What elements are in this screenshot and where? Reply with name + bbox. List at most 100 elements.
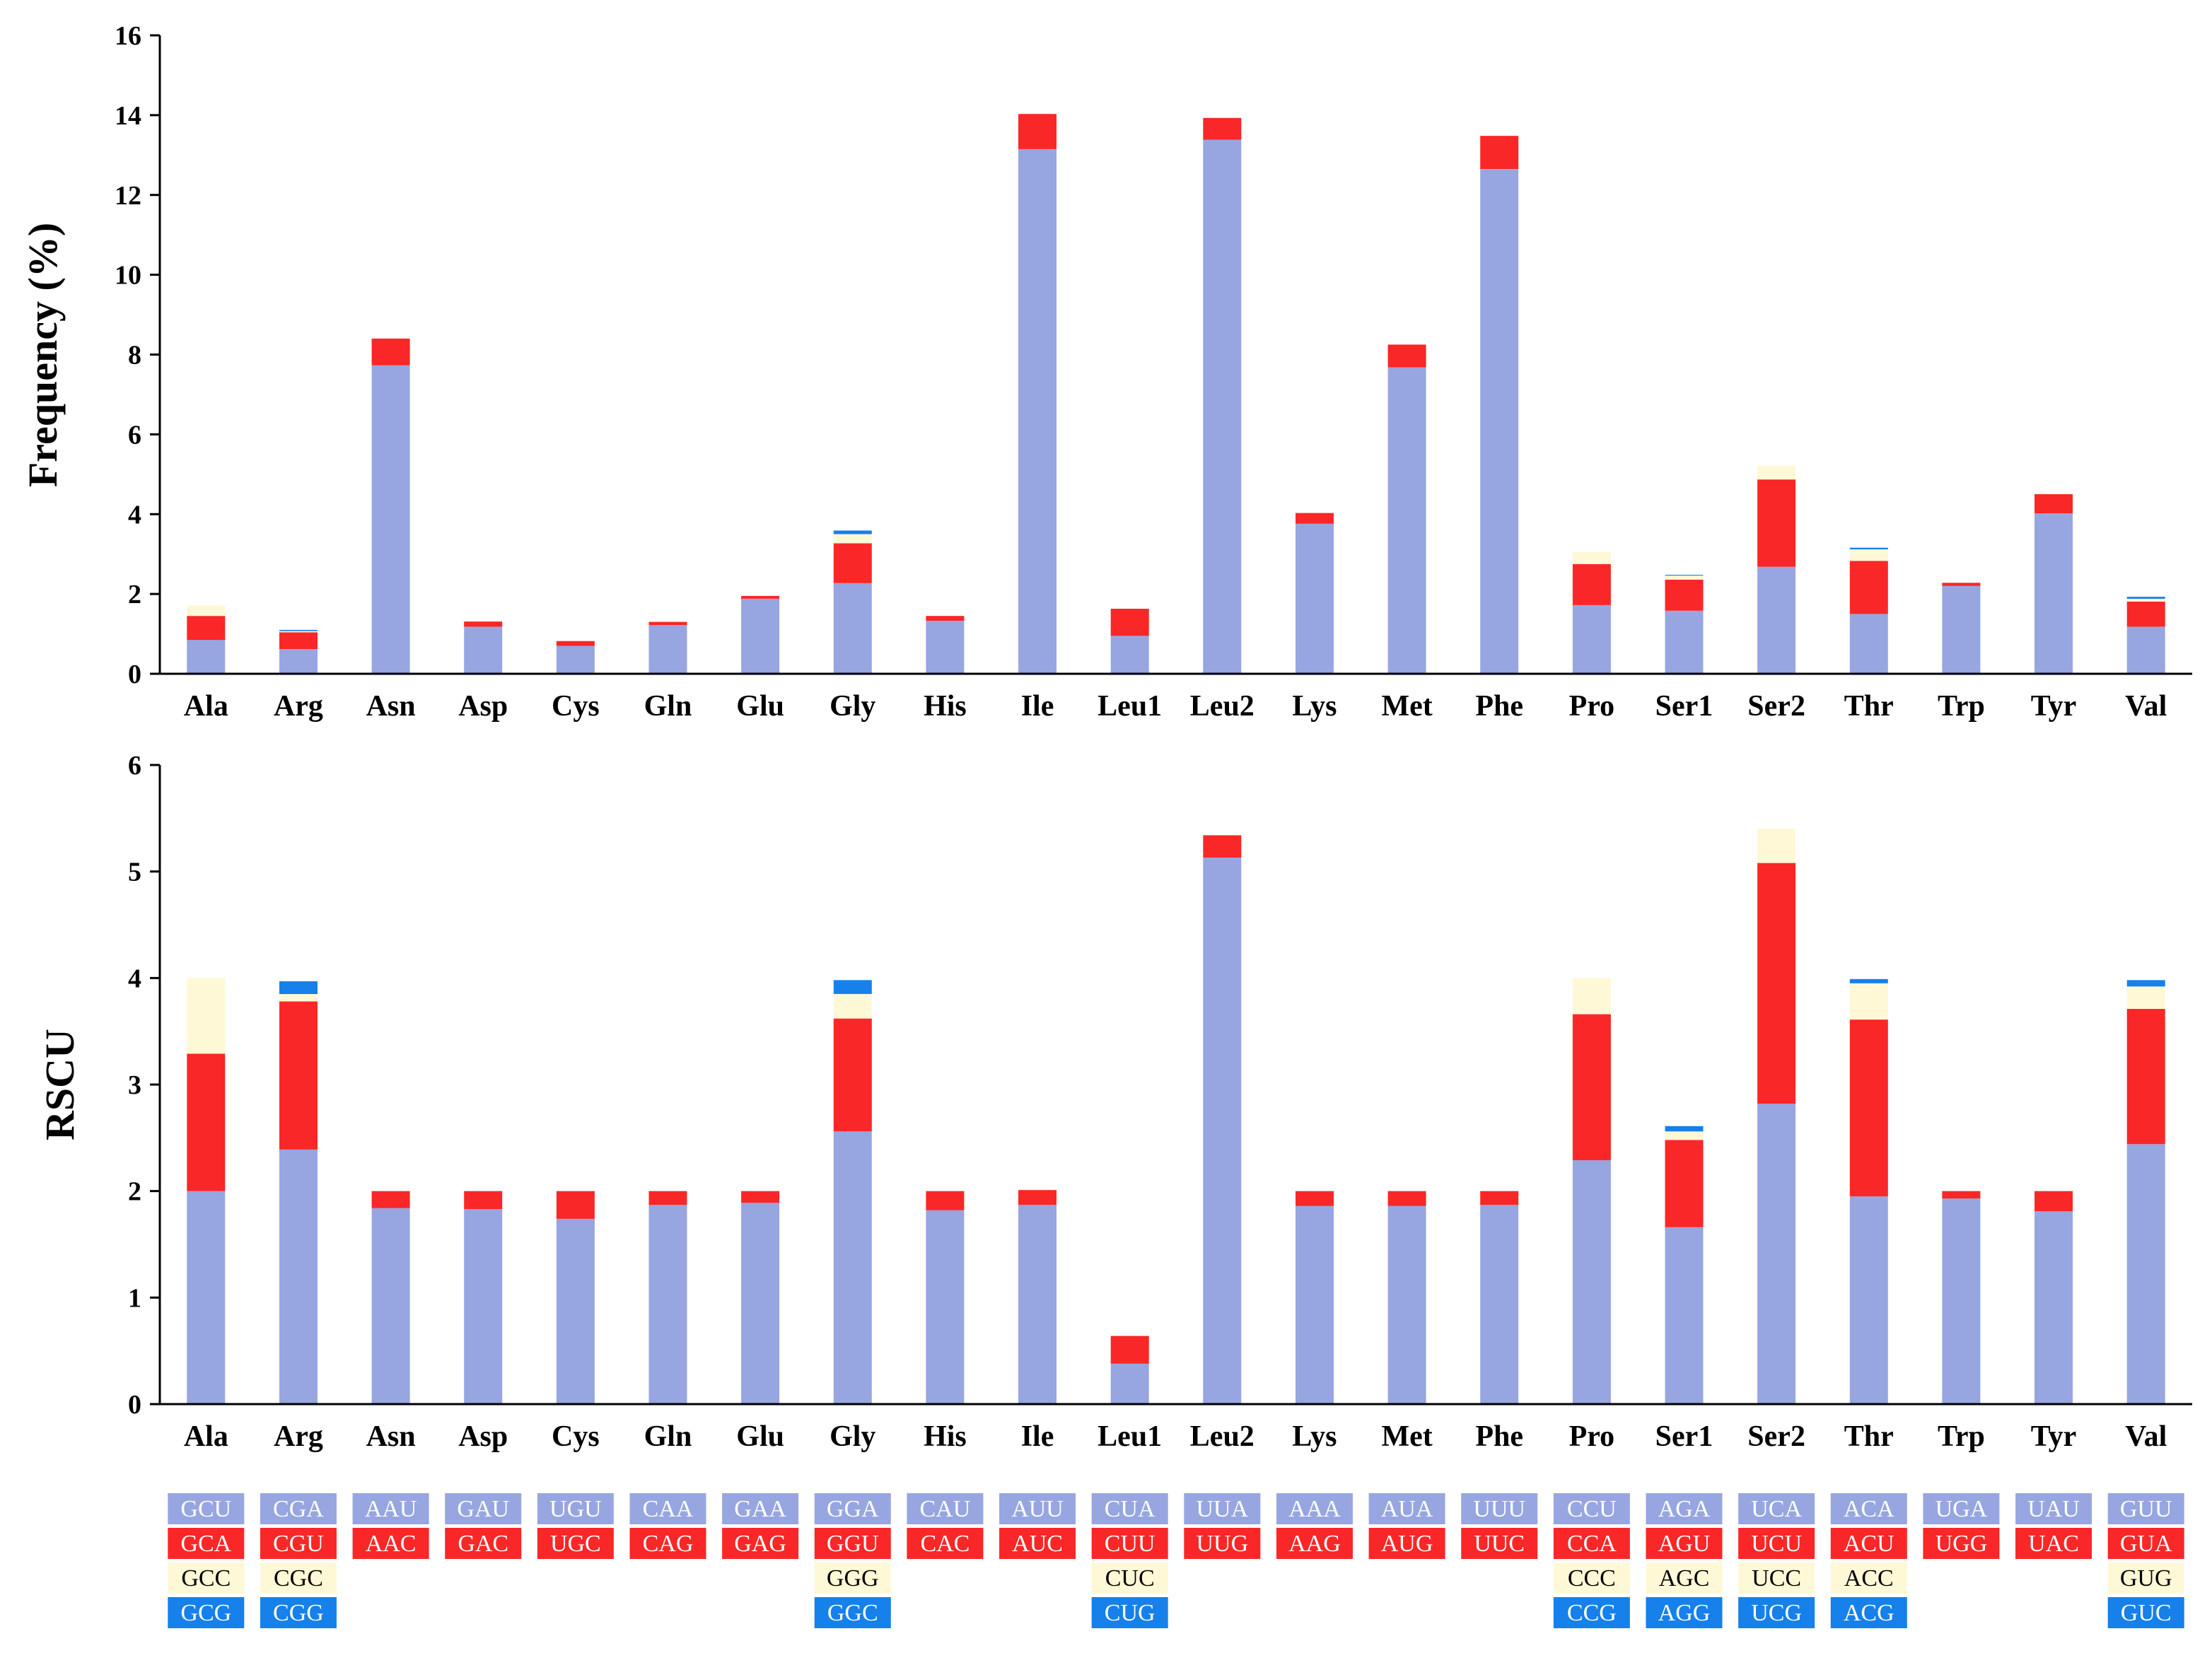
x-tick-label: Ser2 xyxy=(1747,690,1805,723)
bar-rscu-phe-s2 xyxy=(1480,1191,1519,1205)
bar-rscu-phe-s1 xyxy=(1480,1205,1519,1404)
codon-box-cag xyxy=(629,1528,706,1559)
codon-box-uua xyxy=(1184,1493,1261,1524)
x-tick-label: Val xyxy=(2125,1420,2167,1453)
codon-label: AAU xyxy=(365,1496,417,1522)
codon-box-aua xyxy=(1368,1493,1445,1524)
codon-label: GAU xyxy=(457,1496,509,1522)
codon-box-aug xyxy=(1368,1528,1445,1559)
codon-box-gua xyxy=(2107,1528,2184,1559)
codon-label: CAA xyxy=(643,1496,694,1522)
bar-rscu-thr-s4 xyxy=(1849,978,1888,983)
bar-rscu-ala-s1 xyxy=(187,1191,226,1404)
codon-label: GUG xyxy=(2120,1565,2172,1591)
bar-rscu-gln-s1 xyxy=(648,1205,687,1404)
codon-label: AGC xyxy=(1659,1565,1710,1591)
codon-box-agu xyxy=(1646,1528,1723,1559)
codon-label: CAU xyxy=(920,1496,971,1522)
codon-label: CAC xyxy=(920,1531,970,1557)
codon-label: CUU xyxy=(1105,1531,1156,1557)
bar-freq-val-s2 xyxy=(2126,601,2165,627)
codon-box-gau xyxy=(445,1493,522,1524)
bar-freq-thr-s2 xyxy=(1849,561,1888,614)
codon-box-cau xyxy=(907,1493,984,1524)
codon-box-aca xyxy=(1830,1493,1907,1524)
bar-rscu-arg-s3 xyxy=(279,993,318,1002)
codon-label: AAC xyxy=(366,1531,417,1557)
bar-rscu-asn-s2 xyxy=(371,1191,410,1208)
bar-rscu-leu1-s1 xyxy=(1110,1363,1149,1404)
codon-box-ggc xyxy=(814,1597,891,1628)
x-tick-label: Arg xyxy=(274,690,323,723)
x-tick-label: Cys xyxy=(552,690,600,723)
codon-box-guc xyxy=(2107,1597,2184,1628)
bar-rscu-cys-s2 xyxy=(556,1191,595,1219)
x-tick-label: Ile xyxy=(1021,1420,1054,1453)
y-tick-label: 2 xyxy=(128,580,141,609)
bar-freq-ser1-s2 xyxy=(1665,579,1704,611)
codon-label: GUA xyxy=(2120,1531,2172,1557)
codon-box-caa xyxy=(629,1493,706,1524)
bar-freq-ala-s1 xyxy=(187,640,226,674)
bar-freq-leu2-s1 xyxy=(1203,139,1242,674)
y-tick-label: 16 xyxy=(115,21,141,51)
codon-box-aag xyxy=(1276,1528,1353,1559)
bar-rscu-pro-s3 xyxy=(1572,978,1611,1015)
bar-rscu-lys-s1 xyxy=(1296,1205,1334,1404)
y-tick-label: 4 xyxy=(128,964,141,993)
bar-freq-ser1-s4 xyxy=(1665,575,1704,576)
codon-box-cgu xyxy=(260,1528,337,1559)
codon-label: CUG xyxy=(1105,1600,1156,1626)
y-axis-label: Frequency (%) xyxy=(20,223,66,487)
bar-rscu-ile-s1 xyxy=(1018,1205,1056,1404)
x-tick-label: Lys xyxy=(1292,690,1337,723)
bar-rscu-val-s1 xyxy=(2126,1144,2165,1404)
bar-rscu-ala-s3 xyxy=(187,978,226,1054)
codon-label: AUA xyxy=(1381,1496,1433,1522)
codon-box-ugu xyxy=(537,1493,614,1524)
x-tick-label: Phe xyxy=(1475,1420,1523,1453)
codon-box-uug xyxy=(1184,1528,1261,1559)
x-tick-label: Gln xyxy=(644,1420,692,1453)
bar-freq-asp-s1 xyxy=(464,626,503,674)
bar-rscu-gly-s1 xyxy=(833,1131,872,1404)
codon-label: UCG xyxy=(1751,1600,1802,1626)
x-tick-label: Cys xyxy=(552,1420,600,1453)
bar-rscu-ile-s2 xyxy=(1018,1190,1056,1205)
codon-box-gac xyxy=(445,1528,522,1559)
x-tick-label: Arg xyxy=(274,1420,323,1453)
codon-label: GCG xyxy=(180,1600,231,1626)
bar-rscu-ser2-s3 xyxy=(1757,829,1796,863)
bar-rscu-tyr-s2 xyxy=(2035,1191,2073,1212)
x-tick-label: Glu xyxy=(736,1420,784,1453)
codon-label: AUC xyxy=(1012,1531,1063,1557)
codon-box-agc xyxy=(1646,1562,1723,1594)
bar-freq-his-s2 xyxy=(926,616,965,621)
codon-label: UCA xyxy=(1751,1496,1802,1522)
codon-box-cgg xyxy=(260,1597,337,1628)
x-tick-label: Gly xyxy=(830,690,875,723)
codon-box-uuu xyxy=(1461,1493,1538,1524)
x-tick-label: Thr xyxy=(1844,1420,1894,1453)
bar-rscu-ala-s2 xyxy=(187,1053,226,1191)
codon-label: UAU xyxy=(2027,1496,2080,1522)
bar-freq-gly-s2 xyxy=(833,543,872,583)
codon-box-cuu xyxy=(1091,1528,1168,1559)
x-tick-label: Trp xyxy=(1938,690,1985,723)
x-tick-label: Tyr xyxy=(2031,690,2077,723)
codon-label: AAG xyxy=(1288,1531,1341,1557)
bar-freq-ser1-s3 xyxy=(1665,576,1704,580)
x-tick-label: Ile xyxy=(1021,690,1054,723)
bar-rscu-thr-s3 xyxy=(1849,983,1888,1020)
codon-label: CGA xyxy=(273,1496,324,1522)
codon-box-gaa xyxy=(722,1493,799,1524)
x-tick-label: Gly xyxy=(830,1420,875,1453)
x-tick-label: Met xyxy=(1381,1420,1432,1453)
x-tick-label: Leu2 xyxy=(1190,1420,1255,1453)
bar-freq-val-s1 xyxy=(2126,626,2165,674)
bar-freq-ser2-s1 xyxy=(1757,566,1796,674)
x-tick-label: Ser1 xyxy=(1655,690,1713,723)
codon-label: AGA xyxy=(1658,1496,1711,1522)
y-tick-label: 2 xyxy=(128,1177,141,1207)
